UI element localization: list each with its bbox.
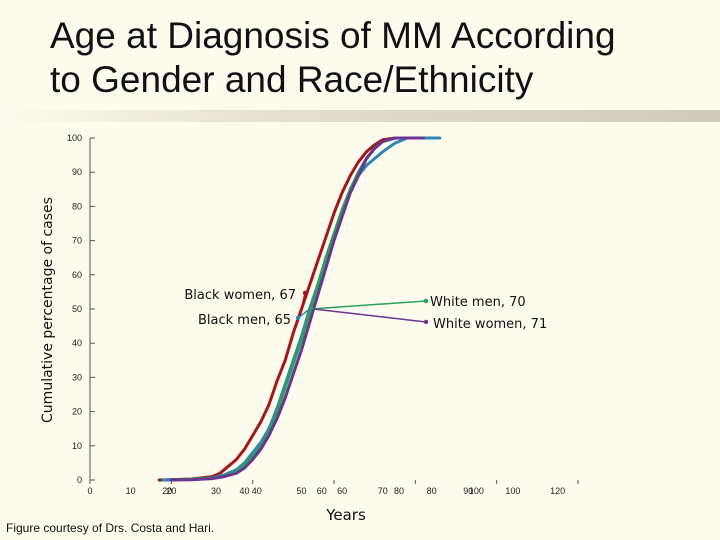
annotation-black-men: Black men, 65 xyxy=(198,313,291,328)
title-line-2: to Gender and Race/Ethnicity xyxy=(50,59,534,100)
x-tick-label: 0 xyxy=(87,486,92,496)
x-tick-label: 40 xyxy=(252,486,262,496)
series-line-white-men xyxy=(169,136,417,482)
x-tick-label: 10 xyxy=(126,486,136,496)
slide-title: Age at Diagnosis of MM According to Gend… xyxy=(50,14,690,102)
series-line-black-women xyxy=(157,136,425,482)
leader-dot-black-men xyxy=(295,315,301,321)
y-tick-label: 100 xyxy=(67,133,82,143)
x-tick-label: 80 xyxy=(394,486,404,496)
x-tick-label: 80 xyxy=(427,486,437,496)
leader-dot-white-men xyxy=(423,298,429,304)
leader-line-white-women xyxy=(313,308,427,323)
leader-dot-black-women xyxy=(302,290,308,296)
y-tick-label: 50 xyxy=(72,304,82,314)
series-line-white-women xyxy=(169,136,425,482)
x-tick-label: 90 xyxy=(463,486,473,496)
x-tick-label: 60 xyxy=(337,486,347,496)
annotation-black-women: Black women, 67 xyxy=(184,288,296,303)
y-axis-label: Cumulative percentage of cases xyxy=(40,197,56,423)
leader-line-black-men xyxy=(297,308,311,319)
y-tick-label: 10 xyxy=(72,441,82,451)
leader-line-black-women xyxy=(300,292,306,310)
figure-caption: Figure courtesy of Drs. Costa and Hari. xyxy=(6,521,215,535)
x-tick-label: 50 xyxy=(296,486,306,496)
leader-line-white-men xyxy=(310,300,427,310)
y-tick-label: 80 xyxy=(72,201,82,211)
x-tick-label: 120 xyxy=(550,486,565,496)
title-divider xyxy=(0,110,720,122)
leader-dot-white-women xyxy=(423,319,429,325)
x-tick-label: 20 xyxy=(162,486,172,496)
title-line-1: Age at Diagnosis of MM According xyxy=(50,15,616,56)
y-tick-label: 70 xyxy=(72,236,82,246)
x-axis-label: Years xyxy=(325,506,366,524)
x-tick-label: 100 xyxy=(469,486,484,496)
annotation-white-women: White women, 71 xyxy=(433,317,547,332)
x-tick-label: 30 xyxy=(211,486,221,496)
x-tick-label: 100 xyxy=(505,486,520,496)
x-tick-label: 60 xyxy=(317,486,327,496)
y-tick-label: 0 xyxy=(77,475,82,485)
y-tick-label: 30 xyxy=(72,372,82,382)
x-tick-label: 20 xyxy=(166,486,176,496)
x-tick-label: 70 xyxy=(378,486,388,496)
x-tick-label: 40 xyxy=(240,486,250,496)
y-tick-label: 40 xyxy=(72,338,82,348)
y-tick-label: 20 xyxy=(72,407,82,417)
y-tick-label: 90 xyxy=(72,167,82,177)
y-tick-label: 60 xyxy=(72,270,82,280)
annotation-white-men: White men, 70 xyxy=(430,295,526,310)
